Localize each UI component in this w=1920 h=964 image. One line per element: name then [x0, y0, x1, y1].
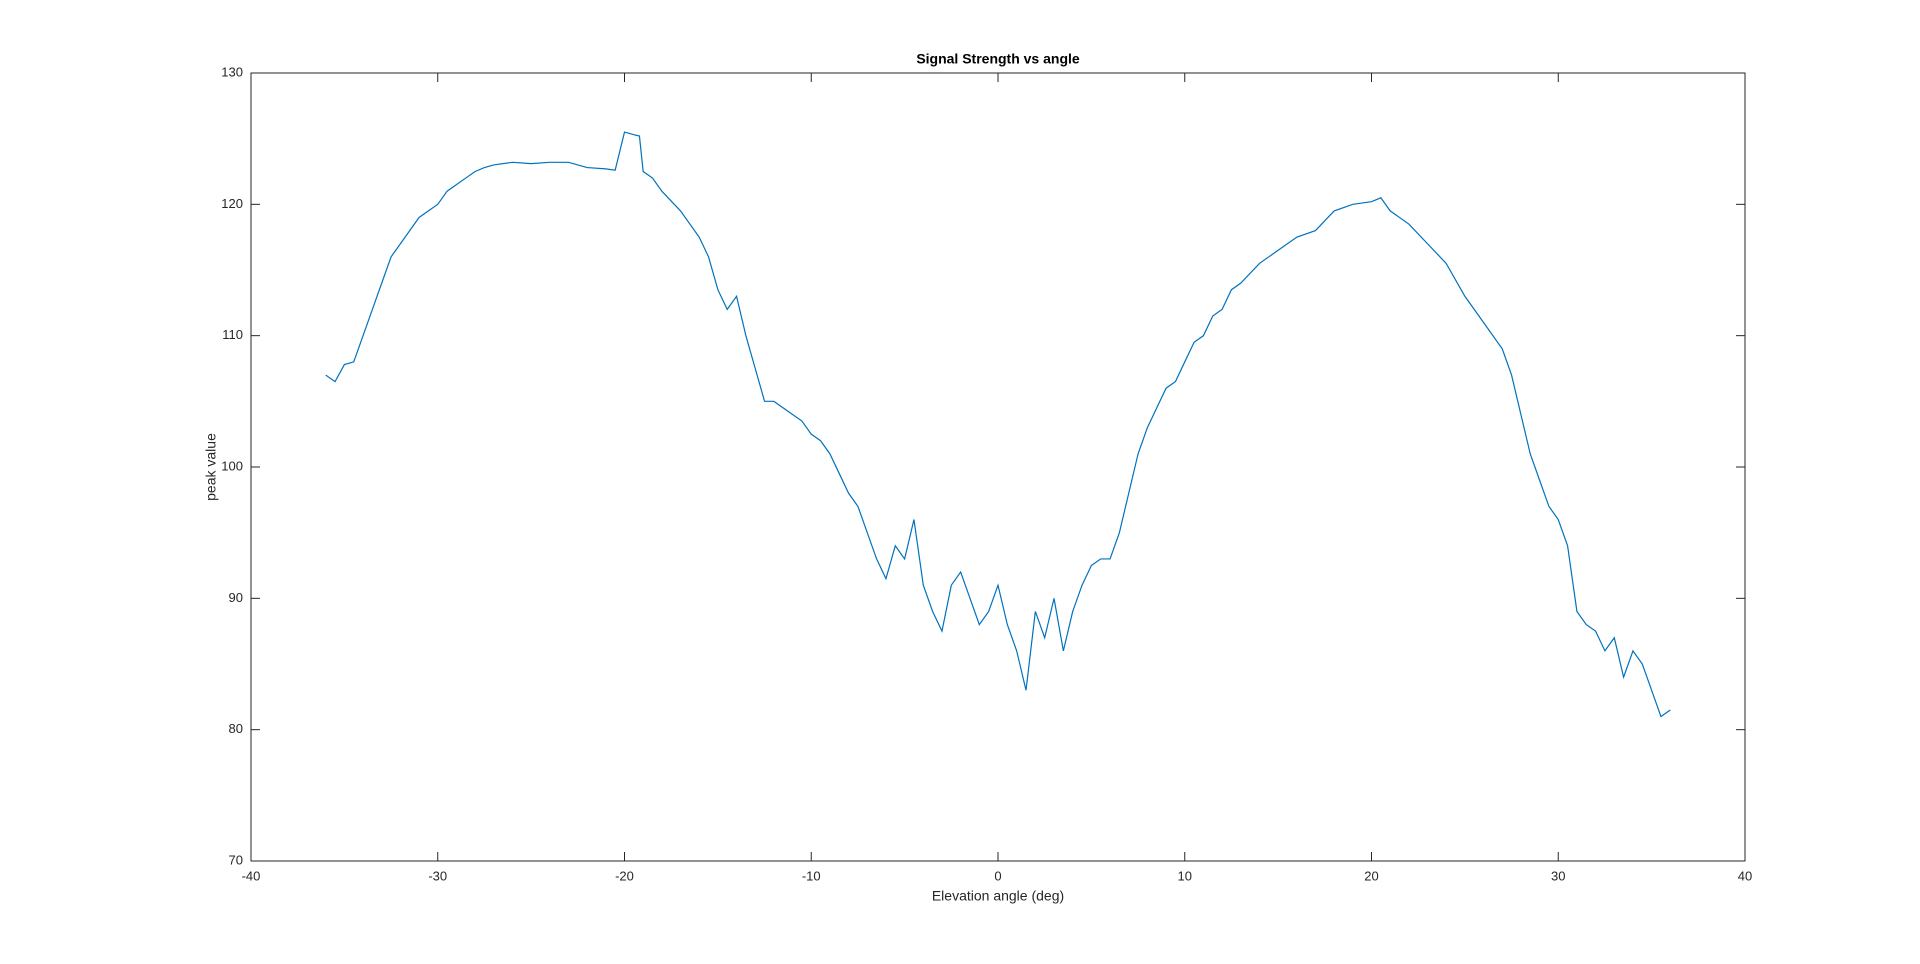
x-tick-label: -20 — [615, 868, 634, 883]
x-tick-label: 10 — [1178, 868, 1192, 883]
x-tick-label: -10 — [802, 868, 821, 883]
y-tick-label: 110 — [222, 327, 243, 342]
x-tick-label: 20 — [1364, 868, 1378, 883]
x-tick-label: 40 — [1738, 868, 1752, 883]
y-tick-label: 120 — [221, 196, 243, 211]
y-tick-label: 130 — [221, 64, 243, 79]
y-tick-label: 90 — [229, 590, 243, 605]
y-tick-label: 70 — [229, 852, 243, 867]
y-tick-label: 100 — [221, 458, 243, 473]
x-tick-label: 30 — [1551, 868, 1565, 883]
chart-title: Signal Strength vs angle — [916, 51, 1080, 67]
x-axis-label: Elevation angle (deg) — [932, 888, 1064, 904]
x-tick-label: -30 — [428, 868, 447, 883]
x-tick-label: 0 — [994, 868, 1001, 883]
y-tick-label: 80 — [229, 721, 243, 736]
y-axis-label: peak value — [203, 433, 219, 501]
x-tick-label: -40 — [242, 868, 261, 883]
data-line — [325, 131, 1671, 718]
axes-box — [250, 72, 1746, 862]
